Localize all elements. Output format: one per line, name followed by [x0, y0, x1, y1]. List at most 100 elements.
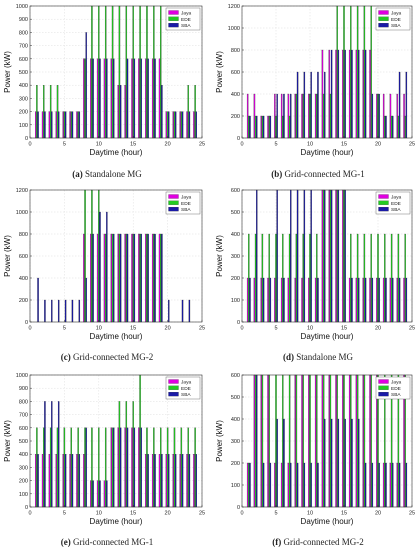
legend-swatch-ede	[378, 16, 389, 21]
bar-sba	[154, 454, 156, 508]
bar-jaya	[362, 49, 364, 139]
bar-sba	[71, 111, 74, 139]
bar-jaya	[96, 58, 99, 139]
bar-ede	[63, 111, 66, 139]
legend-label-ede: EDE	[391, 386, 401, 392]
bar-sba	[337, 418, 340, 508]
legend-label-jaya: Jaya	[181, 195, 191, 201]
bar-ede	[288, 233, 291, 323]
bar-ede	[261, 233, 264, 323]
y-tick-label: 0	[25, 136, 28, 142]
bar-sba	[133, 58, 136, 139]
bar-ede	[146, 5, 148, 139]
bar-jaya	[193, 454, 195, 508]
bar-ede	[84, 189, 86, 323]
bar-jaya	[124, 233, 126, 323]
bar-sba	[344, 49, 346, 139]
bar-jaya	[308, 277, 310, 323]
bar-sba	[44, 299, 46, 323]
bar-sba	[290, 93, 292, 139]
bar-sba	[161, 233, 163, 323]
bar-sba	[126, 58, 129, 139]
bar-jaya	[369, 277, 371, 323]
y-tick-label: 800	[19, 30, 28, 36]
bar-ede	[187, 427, 189, 508]
bar-ede	[254, 374, 257, 508]
bar-jaya	[83, 233, 85, 323]
bar-sba	[249, 462, 251, 508]
bar-sba	[324, 71, 326, 139]
bar-ede	[370, 233, 372, 323]
caption-f: (f) Grid-connected MG-2	[272, 537, 364, 547]
x-tick-label: 10	[96, 142, 102, 148]
x-tick-label: 0	[28, 326, 31, 332]
bar-jaya	[158, 454, 161, 508]
bar-jaya	[165, 111, 168, 139]
bar-ede	[404, 115, 406, 139]
bar-jaya	[172, 111, 175, 139]
bar-sba	[133, 427, 136, 508]
bar-ede	[390, 115, 393, 139]
chart-panel-4: 0 100 200 300 400 500 600 700 800 900 1000 0 5 10 15 20…	[3, 373, 205, 526]
bar-ede	[356, 5, 359, 139]
bar-ede	[91, 189, 93, 323]
x-tick-label: 25	[409, 142, 415, 148]
bar-sba	[351, 49, 353, 139]
bar-ede	[194, 85, 196, 139]
y-tick-label: 600	[19, 57, 28, 63]
y-tick-label: 600	[231, 70, 240, 76]
bar-jaya	[267, 374, 269, 508]
bar-ede	[329, 189, 332, 323]
bar-jaya	[403, 277, 405, 323]
bar-ede	[56, 427, 59, 508]
bar-sba	[364, 49, 367, 139]
bar-sba	[290, 189, 292, 323]
legend-swatch-sba	[378, 23, 389, 28]
y-tick-label: 300	[231, 439, 240, 445]
bar-jaya	[301, 374, 303, 508]
bar-sba	[113, 233, 115, 323]
bar-sba	[154, 233, 156, 323]
bar-ede	[309, 93, 311, 139]
bar-sba	[113, 58, 115, 139]
bar-ede	[153, 233, 155, 323]
bar-sba	[276, 93, 278, 139]
y-tick-label: 0	[237, 320, 240, 326]
bar-ede	[111, 233, 114, 323]
bar-sba	[283, 93, 285, 139]
bar-ede	[139, 5, 141, 139]
y-tick-label: 500	[231, 395, 240, 401]
bar-ede	[254, 115, 257, 139]
bar-ede	[36, 85, 38, 139]
bar-sba	[78, 111, 81, 139]
y-tick-label: 200	[19, 479, 28, 485]
bar-sba	[344, 418, 346, 508]
bar-sba	[330, 418, 333, 508]
bar-ede	[356, 233, 359, 323]
bar-sba	[317, 277, 319, 323]
bar-ede	[282, 233, 284, 323]
bar-sba	[126, 233, 129, 323]
bar-jaya	[151, 58, 154, 139]
y-tick-label: 200	[231, 461, 240, 467]
x-axis-label: Daytime (hour)	[301, 517, 354, 526]
bar-sba	[378, 462, 380, 508]
y-tick-label: 200	[19, 298, 28, 304]
bar-ede	[139, 374, 141, 508]
legend-label-jaya: Jaya	[181, 380, 191, 386]
bar-sba	[310, 189, 312, 323]
bar-sba	[337, 189, 340, 323]
bar-sba	[147, 58, 149, 139]
x-tick-label: 20	[165, 326, 171, 332]
legend-label-sba: SBA	[391, 207, 401, 213]
bar-sba	[106, 58, 108, 139]
bar-ede	[309, 374, 311, 508]
y-axis-label: Power (kW)	[3, 51, 12, 93]
bar-sba	[181, 299, 184, 323]
bar-jaya	[308, 374, 310, 508]
bar-sba	[283, 277, 285, 323]
bar-sba	[174, 111, 177, 139]
bar-jaya	[314, 93, 317, 139]
